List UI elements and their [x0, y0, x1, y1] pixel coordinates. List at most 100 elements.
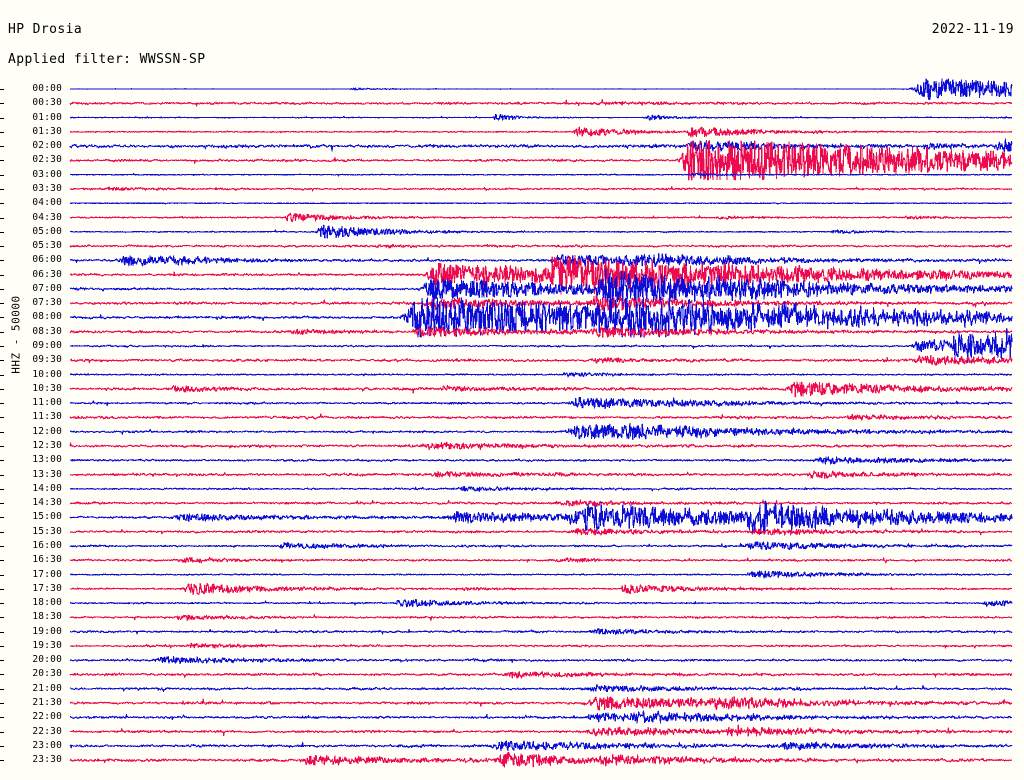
time-axis: 00:00 00:30 01:00 01:30 02:00 02:30 03:00 03:30… — [0, 78, 70, 778]
time-axis-tick — [0, 717, 4, 719]
time-axis-tick — [0, 631, 4, 633]
trace-line — [69, 78, 1013, 101]
time-axis-tick — [0, 160, 4, 162]
time-axis-label: 04:30 — [32, 211, 62, 223]
time-axis-label: 04:00 — [32, 197, 62, 209]
trace-line — [69, 656, 1013, 665]
trace-line — [69, 724, 1013, 737]
station-title: HP Drosia — [8, 22, 83, 37]
trace-line — [69, 269, 1013, 308]
time-axis-label: 01:30 — [32, 125, 62, 137]
time-axis-tick — [0, 360, 4, 362]
trace-line — [69, 671, 1013, 679]
time-axis-label: 12:00 — [32, 425, 62, 437]
trace-line — [69, 740, 1013, 752]
time-axis-tick — [0, 131, 4, 133]
time-axis-tick — [0, 760, 4, 762]
time-axis-label: 14:00 — [32, 482, 62, 494]
trace-line — [69, 499, 1013, 508]
trace-line — [69, 140, 1013, 181]
time-axis-label: 07:00 — [32, 282, 62, 294]
time-axis-label: 15:00 — [32, 511, 62, 523]
time-axis-tick — [0, 617, 4, 619]
time-axis-tick — [0, 217, 4, 219]
time-axis-label: 22:00 — [32, 711, 62, 723]
time-axis-label: 22:30 — [32, 725, 62, 737]
trace-line — [70, 684, 1013, 693]
record-date: 2022-11-19 — [931, 22, 1014, 37]
time-axis-tick — [0, 503, 4, 505]
time-axis-label: 00:30 — [32, 97, 62, 109]
trace-line — [69, 138, 1013, 153]
trace-line — [69, 254, 1013, 295]
time-axis-label: 11:30 — [32, 411, 62, 423]
time-axis-label: 10:00 — [32, 368, 62, 380]
trace-line — [69, 253, 1013, 269]
time-axis-tick — [0, 731, 4, 733]
trace-line — [69, 628, 1013, 635]
time-axis-tick — [0, 174, 4, 176]
time-axis-label: 18:30 — [32, 611, 62, 623]
time-axis-label: 00:00 — [32, 83, 62, 94]
time-axis-label: 23:30 — [32, 754, 62, 766]
time-axis-label: 23:00 — [32, 739, 62, 751]
trace-line — [69, 582, 1013, 596]
trace-line — [69, 212, 1012, 222]
time-axis-tick — [0, 517, 4, 519]
time-axis-label: 05:00 — [32, 225, 62, 237]
time-axis-tick — [0, 274, 4, 276]
time-axis-tick — [0, 431, 4, 433]
trace-line — [69, 570, 1013, 579]
trace-line — [69, 224, 1013, 239]
time-axis-tick — [0, 260, 4, 262]
trace-line — [69, 294, 1013, 311]
time-axis-label: 08:00 — [32, 311, 62, 323]
trace-line — [69, 752, 1013, 768]
time-axis-tick — [0, 203, 4, 205]
time-axis-tick — [0, 645, 4, 647]
time-axis-tick — [0, 403, 4, 405]
time-axis-tick — [0, 188, 4, 190]
trace-line — [69, 243, 1013, 249]
time-axis-label: 14:30 — [32, 497, 62, 509]
trace-line — [69, 614, 1013, 622]
time-axis-tick — [0, 231, 4, 233]
time-axis-label: 15:30 — [32, 525, 62, 537]
time-axis-tick — [0, 488, 4, 490]
time-axis-label: 17:30 — [32, 582, 62, 594]
time-axis-label: 17:00 — [32, 568, 62, 580]
time-axis-tick — [0, 446, 4, 447]
trace-line — [69, 485, 1013, 492]
time-axis-tick — [0, 117, 4, 119]
trace-line — [69, 710, 1013, 724]
trace-line — [70, 642, 1013, 649]
time-axis-label: 13:00 — [32, 454, 62, 466]
time-axis-tick — [0, 89, 4, 90]
time-axis-label: 16:30 — [32, 554, 62, 566]
trace-line — [69, 326, 1013, 338]
time-axis-tick — [0, 317, 4, 319]
time-axis-tick — [0, 388, 4, 390]
time-axis-label: 20:30 — [32, 668, 62, 680]
time-axis-label: 09:00 — [32, 340, 62, 352]
applied-filter-label: Applied filter: WWSSN-SP — [8, 52, 206, 67]
trace-line — [69, 599, 1013, 608]
time-axis-label: 10:30 — [32, 382, 62, 394]
time-axis-tick — [0, 674, 4, 676]
trace-line — [69, 456, 1013, 465]
trace-line — [69, 186, 1013, 192]
trace-line — [69, 423, 1013, 441]
trace-line — [69, 99, 1012, 107]
time-axis-tick — [0, 331, 4, 333]
time-axis-label: 03:30 — [32, 182, 62, 194]
trace-line — [69, 201, 1012, 205]
trace-line — [69, 441, 1013, 451]
trace-line — [69, 527, 1013, 536]
trace-line — [70, 172, 1013, 177]
time-axis-tick — [0, 660, 4, 662]
time-axis-label: 19:00 — [32, 625, 62, 637]
time-axis-tick — [0, 574, 4, 576]
time-axis-label: 02:00 — [32, 140, 62, 152]
time-axis-label: 07:30 — [32, 297, 62, 309]
